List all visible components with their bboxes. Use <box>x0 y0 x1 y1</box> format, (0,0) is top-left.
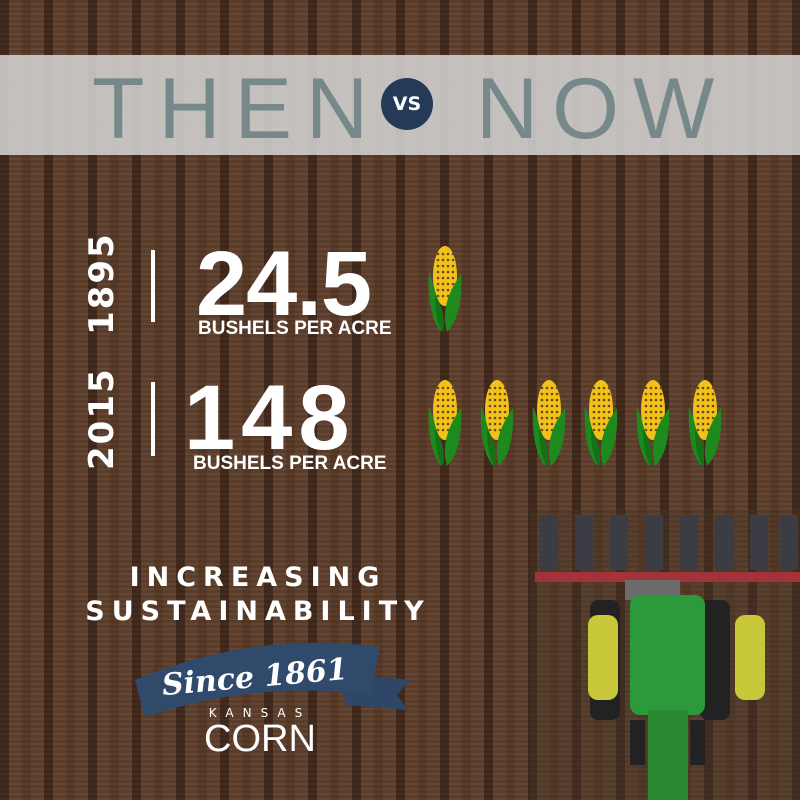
corn-icon <box>688 380 722 466</box>
unit-1895: BUSHELS PER ACRE <box>198 318 392 339</box>
corn-icon <box>480 380 514 466</box>
now-title: NOW <box>476 61 729 157</box>
then-title: THEN <box>92 61 383 157</box>
corn-icon <box>428 246 462 332</box>
corn-icons-2015 <box>427 378 723 468</box>
yield-2015: 148 <box>184 367 356 469</box>
year-1895: 1895 <box>82 232 122 335</box>
since-1861-banner: Since 1861 <box>135 642 410 715</box>
corn-icon <box>584 380 618 466</box>
unit-2015: BUSHELS PER ACRE <box>193 453 387 474</box>
yield-1895: 24.5 <box>196 233 372 335</box>
divider <box>151 382 155 456</box>
tractor-image <box>530 510 800 800</box>
corn-icon <box>428 380 462 466</box>
logo-kansas: KANSAS <box>208 706 312 720</box>
corn-icon <box>636 380 670 466</box>
tagline-line2: SUSTAINABILITY <box>85 596 431 627</box>
year-2015: 2015 <box>82 367 122 470</box>
banner-ribbon <box>135 642 380 715</box>
corn-icons-1895 <box>427 244 463 334</box>
vs-badge: VS <box>381 78 433 130</box>
logo-corn: CORN <box>204 718 316 760</box>
divider <box>151 250 155 322</box>
banner-text: Since 1861 <box>161 652 350 703</box>
tagline-line1: INCREASING <box>129 562 387 593</box>
corn-icon <box>532 380 566 466</box>
